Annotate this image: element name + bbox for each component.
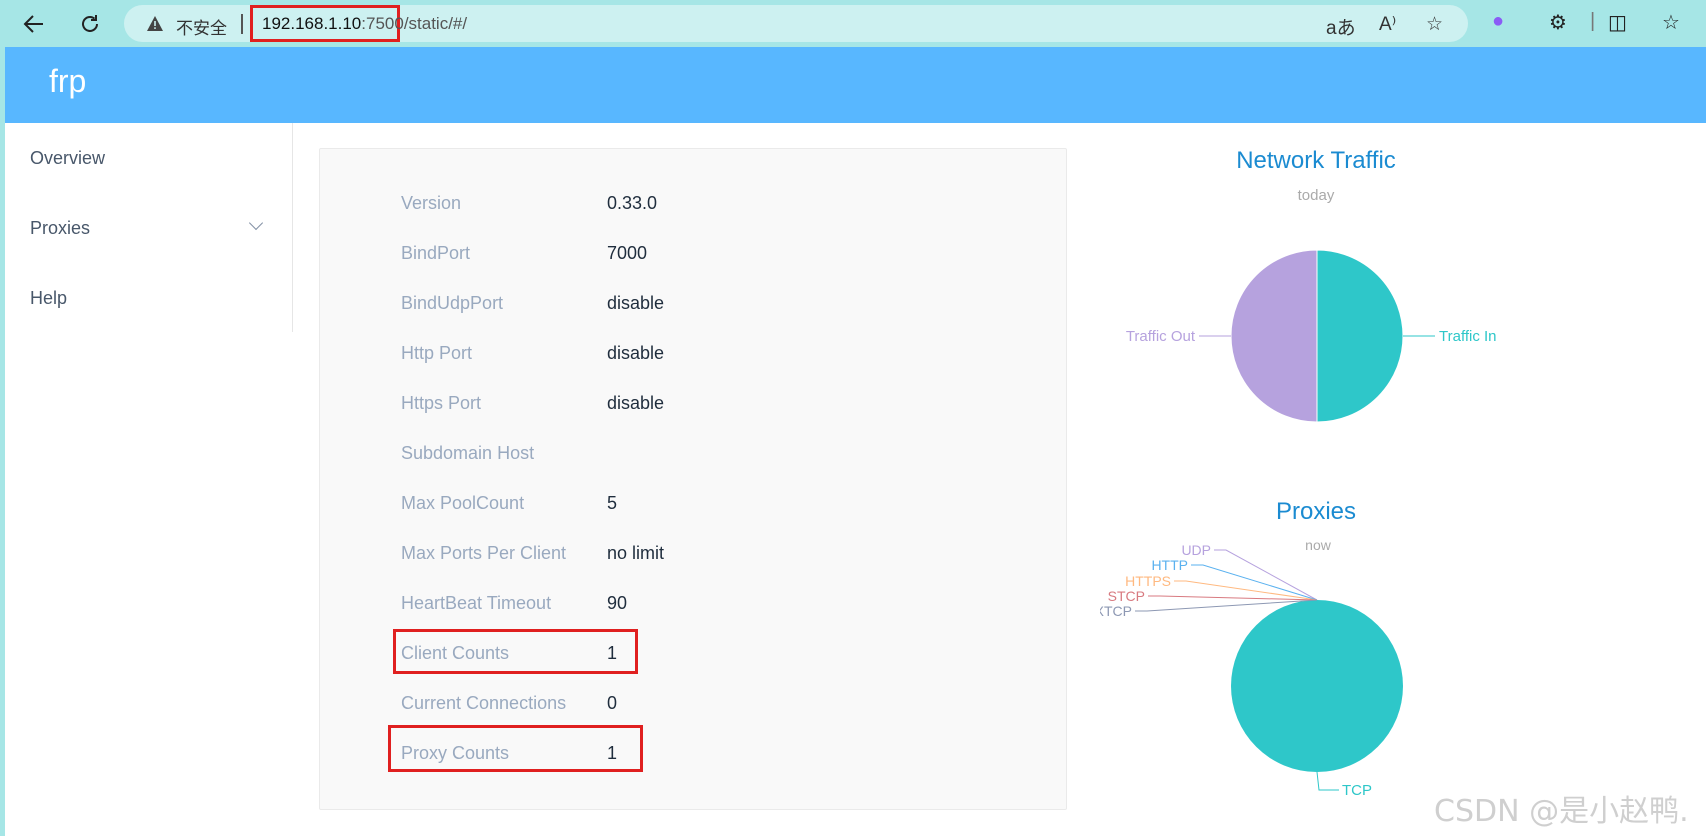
chevron-down-icon[interactable] bbox=[248, 215, 264, 231]
info-row: Https Port disable bbox=[320, 391, 1068, 421]
info-row: BindUdpPort disable bbox=[320, 291, 1068, 321]
pie-label-xtcp: XTCP bbox=[1100, 603, 1132, 619]
traffic-chart-subtitle: today bbox=[1297, 187, 1335, 204]
info-row: Max Ports Per Client no limit bbox=[320, 541, 1068, 571]
url-path: /static/#/ bbox=[403, 14, 468, 33]
sidebar-item-help[interactable]: Help bbox=[30, 288, 68, 308]
favorites-icon[interactable]: ☆ bbox=[1662, 12, 1680, 34]
pie-label-traffic-in: Traffic In bbox=[1439, 328, 1497, 345]
info-label-heartbeat-timeout: HeartBeat Timeout bbox=[401, 593, 552, 613]
info-row: Max PoolCount 5 bbox=[320, 491, 1068, 521]
extensions-icon[interactable]: ⚙ bbox=[1549, 12, 1567, 34]
refresh-icon bbox=[82, 15, 98, 32]
label-line-udp bbox=[1214, 549, 1318, 601]
sidebar-item-proxies[interactable]: Proxies bbox=[30, 218, 91, 238]
info-value-max-poolcount: 5 bbox=[607, 493, 618, 513]
info-label-bindport: BindPort bbox=[401, 243, 471, 263]
proxy-counts-highlight-box bbox=[388, 725, 643, 772]
info-label-client-counts: Client Counts bbox=[401, 643, 510, 663]
toolbar-divider: | bbox=[1590, 10, 1596, 32]
sidebar: Overview Proxies Help bbox=[5, 123, 293, 332]
info-label-max-ports-per-client: Max Ports Per Client bbox=[401, 543, 567, 563]
pie-slice-tcp[interactable] bbox=[1231, 600, 1403, 772]
app-title[interactable]: frp bbox=[49, 63, 87, 99]
pie-label-https: HTTPS bbox=[1125, 573, 1171, 589]
info-value-client-counts: 1 bbox=[607, 643, 618, 663]
pie-label-udp: UDP bbox=[1181, 542, 1211, 558]
label-line-xtcp bbox=[1135, 599, 1318, 612]
info-label-http-port: Http Port bbox=[401, 343, 473, 363]
label-line-https bbox=[1174, 580, 1318, 601]
url-text: 192.168.1.10:7500/static/#/ bbox=[262, 14, 467, 34]
label-line-tcp bbox=[1316, 771, 1339, 791]
info-label-subdomain-host: Subdomain Host bbox=[401, 443, 535, 463]
url-port: :7500 bbox=[361, 14, 404, 33]
label-line-http bbox=[1191, 564, 1318, 601]
read-aloud-icon[interactable]: A⁾ bbox=[1379, 14, 1397, 35]
pie-label-traffic-out: Traffic Out bbox=[1126, 328, 1196, 345]
info-value-heartbeat-timeout: 90 bbox=[607, 593, 628, 613]
info-label-proxy-counts: Proxy Counts bbox=[401, 743, 510, 763]
warning-icon bbox=[147, 16, 163, 31]
info-label-current-connections: Current Connections bbox=[401, 693, 567, 713]
app-header: frp bbox=[5, 47, 1706, 123]
info-row: Http Port disable bbox=[320, 341, 1068, 371]
copilot-icon[interactable]: ● bbox=[1492, 10, 1505, 32]
sidebar-item-overview[interactable]: Overview bbox=[30, 148, 106, 168]
info-row: BindPort 7000 bbox=[320, 241, 1068, 271]
info-value-https-port: disable bbox=[607, 393, 665, 413]
url-highlight-box bbox=[250, 5, 400, 42]
info-value-bindudpport: disable bbox=[607, 293, 665, 313]
address-bar[interactable]: 不安全 192.168.1.10:7500/static/#/ aあ A⁾ ☆ bbox=[124, 5, 1468, 42]
info-label-max-poolcount: Max PoolCount bbox=[401, 493, 525, 513]
proxies-chart-title: Proxies bbox=[1275, 498, 1357, 525]
info-row: Proxy Counts 1 bbox=[320, 741, 1068, 771]
split-screen-icon[interactable]: ◫ bbox=[1608, 12, 1627, 34]
info-row: Current Connections 0 bbox=[320, 691, 1068, 721]
browser-toolbar: 不安全 192.168.1.10:7500/static/#/ aあ A⁾ ☆ … bbox=[0, 0, 1706, 47]
favorite-star-icon[interactable]: ☆ bbox=[1426, 14, 1444, 35]
info-value-bindport: 7000 bbox=[607, 243, 648, 263]
insecure-label: 不安全 bbox=[176, 19, 227, 39]
traffic-pie-chart: Traffic In Traffic Out bbox=[1126, 249, 1497, 423]
pie-label-stcp: STCP bbox=[1108, 588, 1145, 604]
back-button[interactable] bbox=[18, 8, 50, 40]
proxies-chart-subtitle: now bbox=[1305, 537, 1332, 553]
info-row: Client Counts 1 bbox=[320, 641, 1068, 671]
info-value-version: 0.33.0 bbox=[607, 193, 658, 213]
watermark: CSDN @是小赵鸭. bbox=[1434, 794, 1689, 829]
info-value-proxy-counts: 1 bbox=[607, 743, 618, 763]
proxies-pie-chart: TCP UDPHTTPHTTPSSTCPXTCP now bbox=[1100, 537, 1403, 799]
info-label-https-port: Https Port bbox=[401, 393, 482, 413]
info-value-max-ports-per-client: no limit bbox=[607, 543, 665, 563]
pie-label-tcp: TCP bbox=[1342, 782, 1372, 799]
client-counts-highlight-box bbox=[393, 629, 638, 674]
pie-slice-traffic-out[interactable] bbox=[1230, 249, 1318, 423]
address-separator bbox=[241, 14, 243, 34]
pie-label-http: HTTP bbox=[1151, 557, 1188, 573]
info-value-http-port: disable bbox=[607, 343, 665, 363]
window-edge bbox=[0, 47, 5, 836]
info-value-current-connections: 0 bbox=[607, 693, 618, 713]
pie-slice-traffic-in[interactable] bbox=[1316, 249, 1404, 423]
back-arrow-icon bbox=[23, 15, 43, 33]
info-label-version: Version bbox=[401, 193, 462, 213]
label-line-stcp bbox=[1148, 595, 1318, 601]
info-row: HeartBeat Timeout 90 bbox=[320, 591, 1068, 621]
refresh-button[interactable] bbox=[74, 8, 106, 40]
traffic-chart-title: Network Traffic bbox=[1236, 147, 1396, 174]
server-info-panel: Version 0.33.0 BindPort 7000 BindUdpPort… bbox=[319, 148, 1067, 810]
url-host: 192.168.1.10 bbox=[262, 14, 362, 33]
info-row: Subdomain Host bbox=[320, 441, 1068, 471]
info-row: Version 0.33.0 bbox=[320, 191, 1068, 221]
translate-icon[interactable]: aあ bbox=[1326, 18, 1356, 39]
info-label-bindudpport: BindUdpPort bbox=[401, 293, 504, 313]
